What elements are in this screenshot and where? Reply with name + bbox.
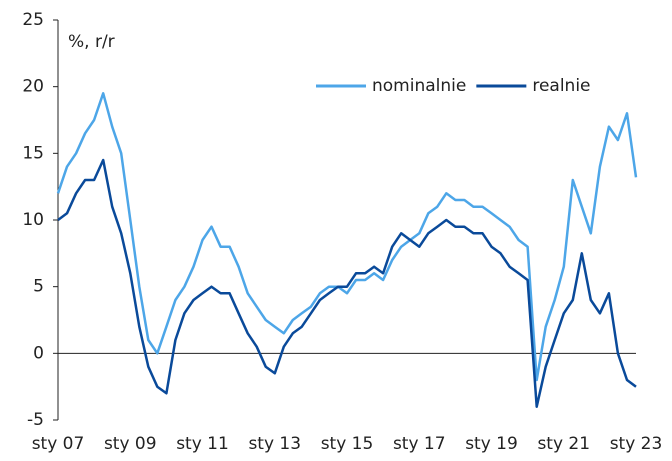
x-tick-label: sty 09 — [104, 434, 157, 454]
legend-label: nominalnie — [372, 76, 466, 96]
y-tick-label: 20 — [22, 77, 44, 97]
y-tick-label: -5 — [27, 410, 44, 430]
y-tick-label: 10 — [22, 210, 44, 230]
x-tick-label: sty 19 — [465, 434, 518, 454]
x-tick-label: sty 13 — [248, 434, 301, 454]
series-line — [57, 158, 637, 408]
x-tick-label: sty 17 — [393, 434, 446, 454]
x-tick-label: sty 11 — [176, 434, 229, 454]
x-tick-label: sty 21 — [537, 434, 590, 454]
y-tick-label: 15 — [22, 143, 44, 163]
y-tick-label: 0 — [33, 343, 44, 363]
series-line — [56, 92, 638, 382]
x-tick-label: sty 23 — [610, 434, 663, 454]
x-tick-label: sty 15 — [321, 434, 374, 454]
legend-label: realnie — [532, 76, 590, 96]
y-tick-label: 25 — [22, 10, 44, 30]
y-tick-label: 5 — [33, 277, 44, 297]
y-axis-label: %, r/r — [68, 32, 115, 52]
x-tick-label: sty 07 — [32, 434, 85, 454]
